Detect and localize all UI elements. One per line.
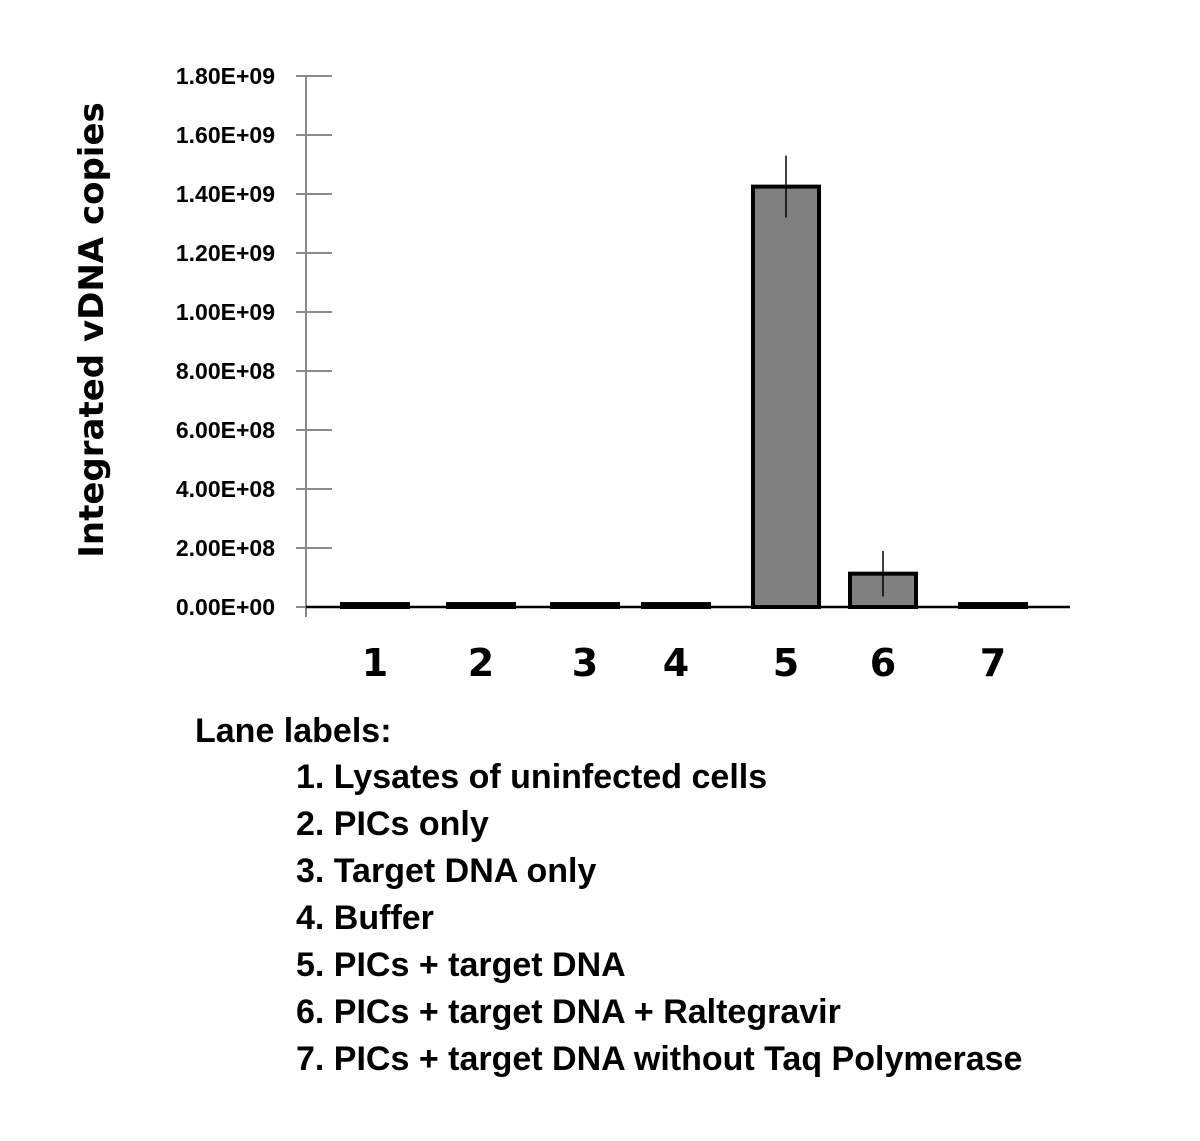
x-tick-label: 6 xyxy=(870,641,896,685)
legend-item: 4. Buffer xyxy=(296,899,434,937)
legend-item: 6. PICs + target DNA + Raltegravir xyxy=(296,993,841,1031)
legend-title: Lane labels: xyxy=(195,712,392,750)
y-tick-label: 6.00E+08 xyxy=(176,417,275,443)
y-tick-label: 1.20E+09 xyxy=(176,240,275,266)
y-tick-label: 1.60E+09 xyxy=(176,122,275,148)
bar-chart: 0.00E+00 2.00E+08 4.00E+08 6.00E+08 8.00E+08… xyxy=(72,63,1070,685)
legend-item: 1. Lysates of uninfected cells xyxy=(296,758,768,796)
y-tick-label: 0.00E+00 xyxy=(176,594,275,620)
legend-list: 1. Lysates of uninfected cells 2. PICs on… xyxy=(195,754,1022,1083)
legend-item: 3. Target DNA only xyxy=(296,852,597,890)
y-tick-label: 4.00E+08 xyxy=(176,476,275,502)
x-tick-label: 1 xyxy=(362,641,388,685)
y-tick-label: 1.00E+09 xyxy=(176,299,275,325)
x-axis: 1 2 3 4 5 6 7 xyxy=(306,605,1070,685)
y-tick-label: 2.00E+08 xyxy=(176,535,275,561)
y-tick-label: 1.80E+09 xyxy=(176,63,275,89)
bars xyxy=(340,155,1028,609)
y-axis-label: Integrated vDNA copies xyxy=(72,102,112,558)
y-tick-label: 1.40E+09 xyxy=(176,181,275,207)
x-tick-label: 5 xyxy=(773,641,799,685)
y-axis: 0.00E+00 2.00E+08 4.00E+08 6.00E+08 8.00E+08… xyxy=(176,63,332,620)
lane-legend: Lane labels: 1. Lysates of uninfected ce… xyxy=(195,708,1022,1083)
legend-item: 2. PICs only xyxy=(296,805,489,843)
y-tick-label: 8.00E+08 xyxy=(176,358,275,384)
legend-item: 5. PICs + target DNA xyxy=(296,946,626,984)
bar-5 xyxy=(751,184,821,609)
x-tick-label: 3 xyxy=(572,641,598,685)
legend-item: 7. PICs + target DNA without Taq Polymer… xyxy=(296,1040,1023,1078)
x-tick-label: 4 xyxy=(663,641,689,685)
x-tick-label: 7 xyxy=(980,641,1006,685)
x-tick-label: 2 xyxy=(468,641,494,685)
